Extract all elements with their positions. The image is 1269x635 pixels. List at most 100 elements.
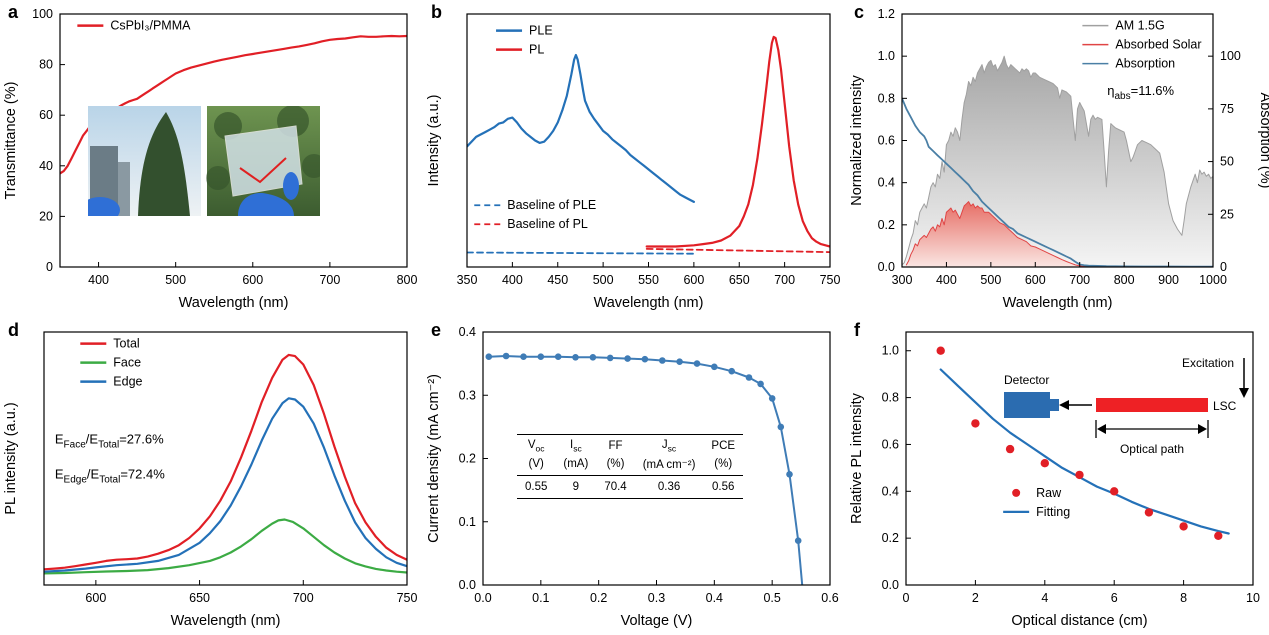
panel-label-b: b bbox=[431, 2, 442, 22]
svg-text:1.0: 1.0 bbox=[878, 49, 895, 63]
table-cell: 9 bbox=[572, 481, 580, 494]
lsc-schematic: Detector LSC Excitation Optical path bbox=[1004, 356, 1249, 456]
panel-e: e 0.0 0.1 0.2 0.3 0.4 0.5 0.6 0.0 0.1 0.2 0.3 0.4 Vo… bbox=[423, 318, 846, 635]
svg-text:100: 100 bbox=[32, 7, 53, 21]
svg-text:0: 0 bbox=[46, 260, 53, 274]
svg-text:0.2: 0.2 bbox=[882, 531, 899, 545]
svg-text:Intensity (a.u.): Intensity (a.u.) bbox=[426, 95, 442, 187]
svg-text:0.2: 0.2 bbox=[590, 591, 607, 605]
table-cell: FF bbox=[608, 440, 623, 453]
svg-text:1.0: 1.0 bbox=[882, 344, 899, 358]
svg-text:700: 700 bbox=[293, 591, 314, 605]
panel-label-e: e bbox=[431, 320, 442, 340]
table-cell: (%) bbox=[596, 455, 635, 477]
panel-label-d: d bbox=[8, 320, 19, 340]
svg-text:2: 2 bbox=[972, 591, 979, 605]
glove-right bbox=[238, 192, 294, 216]
svg-text:1000: 1000 bbox=[1199, 273, 1227, 287]
table-cell: (%) bbox=[703, 455, 744, 477]
emission-arrow-head bbox=[1059, 400, 1069, 410]
excitation-arrow-head bbox=[1239, 388, 1249, 398]
svg-text:ηabs=11.6%: ηabs=11.6% bbox=[1107, 83, 1174, 102]
film-red-mark bbox=[239, 157, 287, 184]
svg-text:0.0: 0.0 bbox=[882, 578, 899, 592]
svg-text:0.8: 0.8 bbox=[878, 91, 895, 105]
svg-text:750: 750 bbox=[397, 591, 418, 605]
tree bbox=[138, 112, 190, 216]
table-cell: 0.56 bbox=[712, 481, 735, 494]
panel-f: f 0 2 4 6 8 10 0.0 0.2 0.4 0.6 0.8 1.0 Optical dista… bbox=[846, 318, 1269, 635]
glove-finger bbox=[283, 172, 299, 200]
svg-text:400: 400 bbox=[502, 273, 523, 287]
leaf-blob bbox=[206, 166, 230, 190]
panel-a: a 400 500 600 700 800 0 20 40 60 80 100 Wavelength … bbox=[0, 0, 423, 317]
svg-text:600: 600 bbox=[1025, 273, 1046, 287]
svg-text:0.1: 0.1 bbox=[459, 515, 476, 529]
svg-text:350: 350 bbox=[457, 273, 478, 287]
svg-text:Transmittance (%): Transmittance (%) bbox=[3, 82, 19, 200]
svg-text:500: 500 bbox=[165, 273, 186, 287]
svg-text:800: 800 bbox=[1114, 273, 1135, 287]
svg-text:400: 400 bbox=[88, 273, 109, 287]
svg-text:Wavelength (nm): Wavelength (nm) bbox=[179, 295, 289, 311]
detector-nub bbox=[1050, 399, 1059, 411]
svg-text:Fitting: Fitting bbox=[1036, 505, 1070, 519]
svg-text:Current density (mA cm⁻²): Current density (mA cm⁻²) bbox=[426, 374, 442, 543]
inset-photos bbox=[88, 106, 320, 216]
svg-text:EFace/ETotal=27.6%: EFace/ETotal=27.6% bbox=[55, 431, 164, 450]
panel-label-a: a bbox=[8, 2, 19, 22]
svg-text:0.1: 0.1 bbox=[532, 591, 549, 605]
svg-text:800: 800 bbox=[397, 273, 418, 287]
svg-text:0.0: 0.0 bbox=[878, 260, 895, 274]
svg-text:Face: Face bbox=[113, 356, 141, 370]
svg-text:0.3: 0.3 bbox=[648, 591, 665, 605]
svg-text:0.4: 0.4 bbox=[706, 591, 723, 605]
svg-text:650: 650 bbox=[729, 273, 750, 287]
table-cell: (mA cm⁻²) bbox=[634, 455, 704, 477]
panel-label-c: c bbox=[854, 2, 865, 22]
chart-e-jv-curve: 0.0 0.1 0.2 0.3 0.4 0.5 0.6 0.0 0.1 0.2 0.3 0.4 Volt… bbox=[426, 325, 839, 629]
transparent-film bbox=[224, 125, 303, 197]
svg-text:25: 25 bbox=[1220, 207, 1234, 221]
lsc-bar bbox=[1096, 398, 1208, 412]
svg-text:300: 300 bbox=[892, 273, 913, 287]
chart-d-pl-intensity: 600 650 700 750 Wavelength (nm) PL intensity … bbox=[3, 331, 418, 629]
svg-text:0: 0 bbox=[1220, 260, 1227, 274]
svg-text:40: 40 bbox=[39, 159, 53, 173]
table-cell: Voc bbox=[527, 439, 545, 454]
detector-body bbox=[1004, 392, 1050, 418]
optical-path-arrow-left bbox=[1097, 424, 1106, 434]
chart-c-solar-absorption: 300 400 500 600 700 800 900 10000.00.20.40.60.8… bbox=[849, 7, 1269, 311]
svg-text:Absorbed Solar: Absorbed Solar bbox=[1115, 38, 1201, 52]
svg-text:600: 600 bbox=[683, 273, 704, 287]
svg-text:700: 700 bbox=[1069, 273, 1090, 287]
svg-text:Optical distance (cm): Optical distance (cm) bbox=[1011, 613, 1147, 629]
svg-text:100: 100 bbox=[1220, 49, 1241, 63]
inset-photo-film bbox=[206, 106, 320, 216]
glove-left bbox=[88, 197, 120, 216]
svg-text:Absorption: Absorption bbox=[1115, 57, 1175, 71]
svg-text:Wavelength (nm): Wavelength (nm) bbox=[1003, 295, 1113, 311]
svg-text:0: 0 bbox=[903, 591, 910, 605]
svg-text:10: 10 bbox=[1246, 591, 1260, 605]
table-cell: (V) bbox=[517, 455, 556, 477]
svg-text:600: 600 bbox=[85, 591, 106, 605]
svg-text:Baseline of PL: Baseline of PL bbox=[507, 217, 588, 231]
svg-text:0.4: 0.4 bbox=[882, 484, 899, 498]
svg-text:PL: PL bbox=[529, 43, 544, 57]
svg-text:0.6: 0.6 bbox=[882, 437, 899, 451]
leaf-blob bbox=[302, 154, 320, 178]
svg-text:0.2: 0.2 bbox=[459, 452, 476, 466]
svg-text:4: 4 bbox=[1041, 591, 1048, 605]
panel-b: b 350 400 450 500 550 600 650 700 750 Wavelength … bbox=[423, 0, 846, 317]
optical-path-label: Optical path bbox=[1120, 442, 1184, 456]
svg-text:Wavelength (nm): Wavelength (nm) bbox=[594, 295, 704, 311]
svg-text:Baseline of PLE: Baseline of PLE bbox=[507, 198, 596, 212]
table-cell: 70.4 bbox=[604, 481, 627, 494]
svg-text:0.4: 0.4 bbox=[459, 325, 476, 339]
svg-text:75: 75 bbox=[1220, 102, 1234, 116]
svg-text:Wavelength (nm): Wavelength (nm) bbox=[171, 613, 281, 629]
svg-text:50: 50 bbox=[1220, 155, 1234, 169]
svg-text:600: 600 bbox=[242, 273, 263, 287]
svg-text:20: 20 bbox=[39, 209, 53, 223]
